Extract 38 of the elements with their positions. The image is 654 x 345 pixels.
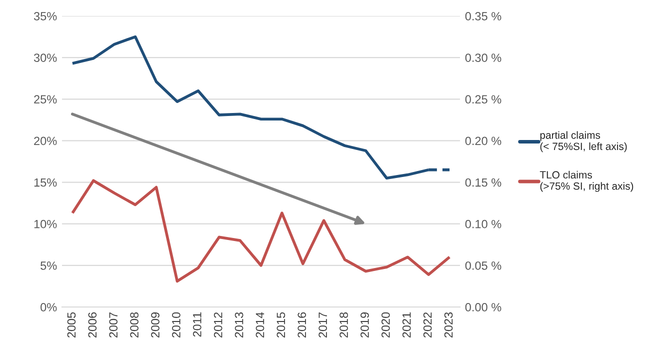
y2-tick-label: 0.10 % [465,220,502,228]
y-tick-label: 5% [40,262,57,270]
line-series [71,179,451,283]
x-tick-label: 2023 [444,312,453,338]
y-tick-label: 10% [34,220,57,228]
legend-label: TLO claims (>75% SI, right axis) [540,170,634,192]
y-tick-label: 30% [34,54,57,62]
x-tick-label: 2016 [298,312,306,338]
x-tick-label: 2022 [423,312,432,338]
x-tick-label: 2010 [172,312,180,338]
x-tick-label: 2020 [381,312,390,338]
y2-tick-label: 0.15 % [465,178,502,187]
y2-tick-label: 0.30 % [465,54,502,62]
x-tick-label: 2015 [276,312,286,338]
y-tick-label: 0% [40,303,57,312]
x-tick-label: 2014 [256,312,264,338]
x-tick-label: 2007 [109,312,118,338]
x-tick-label: 2012 [214,312,222,338]
y-tick-label: 20% [34,136,57,146]
y-tick-label: 35% [34,12,57,20]
x-tick-label: 2011 [192,312,202,337]
x-tick-label: 2009 [151,312,160,338]
x-tick-label: 2021 [402,312,411,338]
x-tick-label: 2006 [88,312,97,338]
x-tick-label: 2013 [234,312,244,338]
legend-label: partial claims (< 75%SI, left axis) [540,131,627,152]
y2-tick-label: 0.20 % [465,136,502,146]
y2-tick-label: 0.35 % [465,12,502,20]
y2-tick-label: 0.25 % [465,95,502,104]
x-tick-label: 2005 [67,312,76,338]
y2-tick-label: 0.00 % [465,303,502,312]
x-tick-label: 2019 [360,312,369,338]
x-tick-label: 2018 [340,312,348,338]
x-tick-label: 2008 [130,312,138,338]
y-tick-label: 15% [34,178,57,187]
x-tick-label: 2017 [318,312,328,338]
y-tick-label: 25% [34,95,57,104]
y2-tick-label: 0.05 % [465,261,502,270]
